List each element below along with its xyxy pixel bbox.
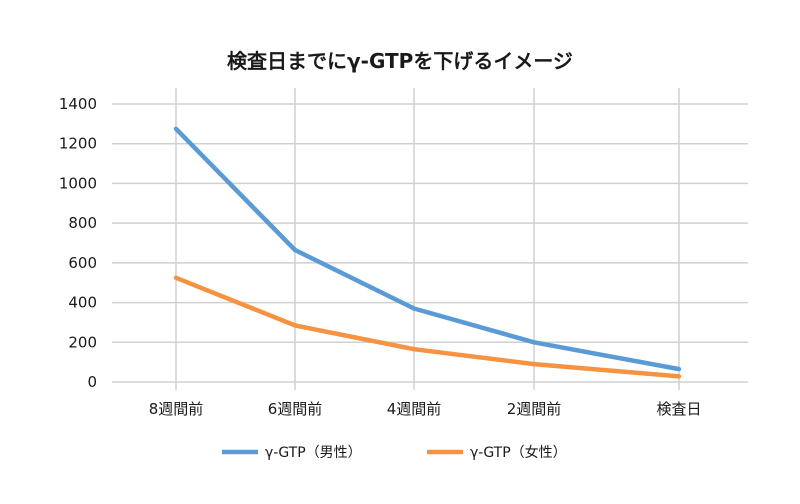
data-point — [676, 374, 682, 379]
data-point — [531, 361, 537, 367]
x-category-label: 2週間前 — [507, 400, 562, 418]
y-tick-label: 0 — [87, 373, 97, 391]
data-point — [411, 347, 417, 352]
x-category-label: 4週間前 — [387, 400, 442, 418]
y-tick-label: 400 — [68, 294, 97, 312]
axis-ticks: 0 200 400 600 800 1000 1200 1400 8週間前 6週間前 4週間前 2週間… — [59, 95, 702, 418]
y-tick-label: 800 — [68, 214, 97, 232]
series-line — [174, 127, 680, 372]
data-point — [292, 323, 298, 328]
x-category-label: 検査日 — [656, 400, 701, 418]
y-tick-label: 1200 — [59, 135, 97, 153]
legend-item: γ-GTP（女性） — [427, 444, 567, 461]
data-point — [411, 306, 417, 311]
data-point — [292, 247, 298, 253]
legend-label: γ-GTP（女性） — [470, 444, 567, 461]
legend-label: γ-GTP（男性） — [265, 445, 362, 461]
chart-title: 検査日までにγ-GTPを下げるイメージ — [227, 49, 573, 73]
y-tick-label: 200 — [68, 333, 97, 351]
legend-item: γ-GTP（男性） — [222, 445, 362, 461]
series-lines — [173, 126, 682, 379]
legend: γ-GTP（男性） γ-GTP（女性） — [222, 444, 567, 461]
series-line — [175, 275, 680, 379]
x-category-label: 6週間前 — [268, 400, 323, 418]
y-tick-label: 600 — [68, 254, 97, 272]
y-tick-label: 1400 — [59, 95, 97, 113]
y-tick-label: 1000 — [59, 174, 97, 192]
grid — [112, 88, 748, 390]
x-category-label: 8週間前 — [149, 400, 204, 418]
data-point — [173, 126, 179, 131]
data-point — [173, 275, 179, 280]
data-point — [531, 340, 537, 345]
data-point — [676, 366, 682, 372]
